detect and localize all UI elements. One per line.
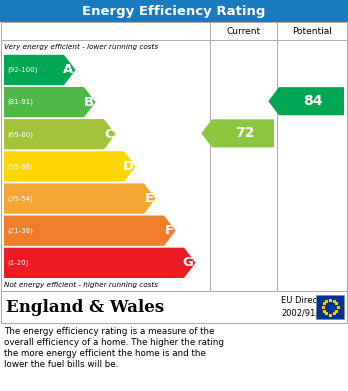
Text: F: F bbox=[164, 224, 174, 237]
Text: overall efficiency of a home. The higher the rating: overall efficiency of a home. The higher… bbox=[4, 338, 224, 347]
Text: E: E bbox=[144, 192, 153, 205]
Text: (39-54): (39-54) bbox=[7, 195, 33, 202]
Text: (81-91): (81-91) bbox=[7, 99, 33, 105]
Polygon shape bbox=[201, 119, 274, 147]
Polygon shape bbox=[4, 183, 156, 214]
Polygon shape bbox=[4, 248, 196, 278]
Text: Not energy efficient - higher running costs: Not energy efficient - higher running co… bbox=[4, 282, 158, 287]
Text: Potential: Potential bbox=[292, 27, 332, 36]
Bar bbox=[1, 291, 347, 323]
Text: C: C bbox=[104, 128, 113, 141]
Text: (55-68): (55-68) bbox=[7, 163, 33, 170]
Text: 84: 84 bbox=[303, 94, 323, 108]
Text: lower the fuel bills will be.: lower the fuel bills will be. bbox=[4, 360, 118, 369]
Text: England & Wales: England & Wales bbox=[6, 298, 164, 316]
Bar bbox=[316, 295, 344, 319]
Text: Energy Efficiency Rating: Energy Efficiency Rating bbox=[82, 5, 266, 18]
Text: (1-20): (1-20) bbox=[7, 260, 29, 266]
Bar bbox=[1, 22, 347, 291]
Bar bbox=[0, 0, 348, 22]
Text: Current: Current bbox=[227, 27, 261, 36]
Polygon shape bbox=[4, 55, 76, 85]
Text: 72: 72 bbox=[235, 126, 254, 140]
Text: EU Directive
2002/91/EC: EU Directive 2002/91/EC bbox=[281, 296, 333, 318]
Polygon shape bbox=[4, 87, 96, 117]
Polygon shape bbox=[268, 87, 344, 115]
Polygon shape bbox=[4, 119, 116, 149]
Text: (69-80): (69-80) bbox=[7, 131, 33, 138]
Text: (21-38): (21-38) bbox=[7, 228, 33, 234]
Text: Very energy efficient - lower running costs: Very energy efficient - lower running co… bbox=[4, 43, 158, 50]
Text: G: G bbox=[183, 256, 193, 269]
Text: (92-100): (92-100) bbox=[7, 67, 37, 73]
Polygon shape bbox=[4, 215, 175, 246]
Text: the more energy efficient the home is and the: the more energy efficient the home is an… bbox=[4, 349, 206, 358]
Text: A: A bbox=[63, 63, 73, 77]
Text: B: B bbox=[84, 96, 94, 109]
Text: D: D bbox=[122, 160, 134, 173]
Text: The energy efficiency rating is a measure of the: The energy efficiency rating is a measur… bbox=[4, 327, 214, 336]
Polygon shape bbox=[4, 151, 135, 181]
